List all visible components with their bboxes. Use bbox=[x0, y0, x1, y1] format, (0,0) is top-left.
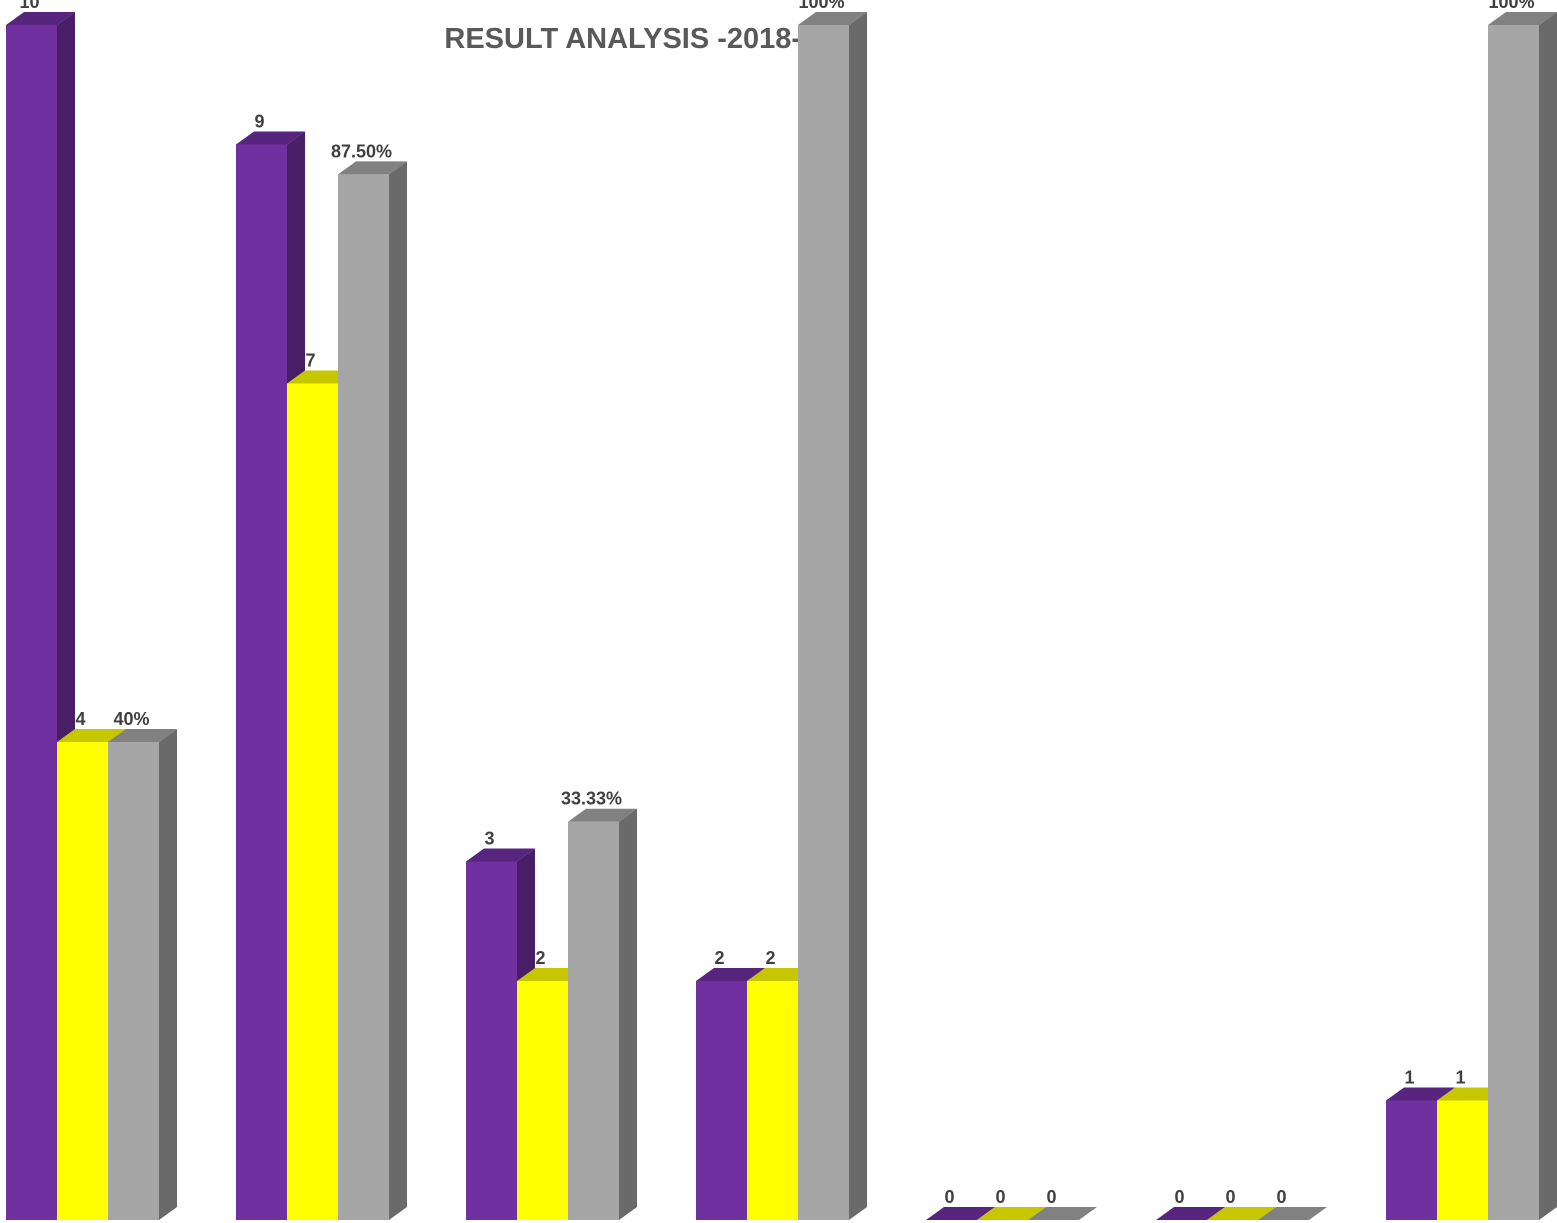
bar-group3-series3 bbox=[568, 808, 637, 1220]
bar-top bbox=[1156, 1207, 1225, 1220]
bar-top bbox=[798, 12, 867, 25]
data-label: 1 bbox=[1455, 1068, 1465, 1088]
bar-top bbox=[338, 161, 407, 175]
bar-front bbox=[236, 144, 287, 1220]
bar-front bbox=[798, 25, 849, 1220]
data-label: 0 bbox=[1225, 1187, 1235, 1207]
data-label: 0 bbox=[1276, 1187, 1286, 1207]
data-label: 0 bbox=[1046, 1187, 1056, 1207]
bar-top bbox=[926, 1207, 995, 1220]
bar-front bbox=[57, 742, 108, 1220]
bar-top bbox=[466, 848, 535, 862]
bar-top bbox=[977, 1207, 1046, 1220]
data-label: 0 bbox=[995, 1187, 1005, 1207]
bar-side bbox=[849, 12, 867, 1220]
bar-side bbox=[1539, 12, 1557, 1220]
data-labels-layer: 10 9 3 2 0 0 1 4 7 2 2 0 0 1 40% 87.50% 33.33% 100% 0 0 100% bbox=[19, 0, 1534, 1207]
data-label: 3 bbox=[484, 829, 494, 849]
data-label: 10 bbox=[19, 0, 39, 12]
data-label: 87.50% bbox=[331, 141, 392, 161]
bar-front bbox=[747, 981, 798, 1220]
bar-top bbox=[6, 12, 75, 25]
data-label: 40% bbox=[113, 709, 149, 729]
bar-top bbox=[108, 729, 177, 742]
bar-top bbox=[1386, 1087, 1455, 1101]
bar-front bbox=[1488, 25, 1539, 1220]
bar-top bbox=[236, 131, 305, 145]
bar-group7-series3 bbox=[1488, 12, 1557, 1220]
bar-side bbox=[159, 729, 177, 1220]
bar-group5-series1 bbox=[926, 1207, 995, 1220]
bar-top bbox=[696, 968, 765, 981]
bar-front bbox=[466, 861, 517, 1220]
data-label: 2 bbox=[535, 948, 545, 968]
bar-front bbox=[568, 821, 619, 1220]
data-label: 100% bbox=[1488, 0, 1534, 12]
bar-group1-series3 bbox=[108, 729, 177, 1220]
data-label: 9 bbox=[254, 112, 264, 132]
data-label: 100% bbox=[798, 0, 844, 12]
bar-front bbox=[108, 742, 159, 1220]
bar-front bbox=[6, 25, 57, 1220]
bar-top bbox=[568, 808, 637, 822]
data-label: 33.33% bbox=[561, 789, 622, 809]
bar-group5-series2 bbox=[977, 1207, 1046, 1220]
bar-side bbox=[619, 808, 637, 1220]
data-label: 4 bbox=[75, 709, 85, 729]
bar-front bbox=[517, 981, 568, 1220]
bar-side bbox=[389, 161, 407, 1220]
bar-group6-series2 bbox=[1207, 1207, 1276, 1220]
bar-top bbox=[57, 729, 126, 742]
data-label: 7 bbox=[305, 351, 315, 371]
bar-top bbox=[1488, 12, 1557, 25]
bar-top bbox=[1028, 1207, 1097, 1220]
bar-group5-series3 bbox=[1028, 1207, 1097, 1220]
bars-layer bbox=[6, 12, 1557, 1220]
bar-group4-series3 bbox=[798, 12, 867, 1220]
data-label: 1 bbox=[1404, 1068, 1414, 1088]
bar-group2-series3 bbox=[338, 161, 407, 1220]
bar-front bbox=[1437, 1100, 1488, 1220]
bar-top bbox=[1258, 1207, 1327, 1220]
bar-front bbox=[287, 383, 338, 1220]
chart-title: RESULT ANALYSIS -2018-2019 bbox=[444, 23, 865, 55]
bar-group6-series3 bbox=[1258, 1207, 1327, 1220]
data-label: 0 bbox=[1174, 1187, 1184, 1207]
data-label: 2 bbox=[714, 948, 724, 968]
bar-group6-series1 bbox=[1156, 1207, 1225, 1220]
data-label: 2 bbox=[765, 948, 775, 968]
bar-front bbox=[696, 981, 747, 1220]
bar-top bbox=[1207, 1207, 1276, 1220]
data-label: 0 bbox=[944, 1187, 954, 1207]
bar-front bbox=[338, 174, 389, 1220]
bar-front bbox=[1386, 1100, 1437, 1220]
